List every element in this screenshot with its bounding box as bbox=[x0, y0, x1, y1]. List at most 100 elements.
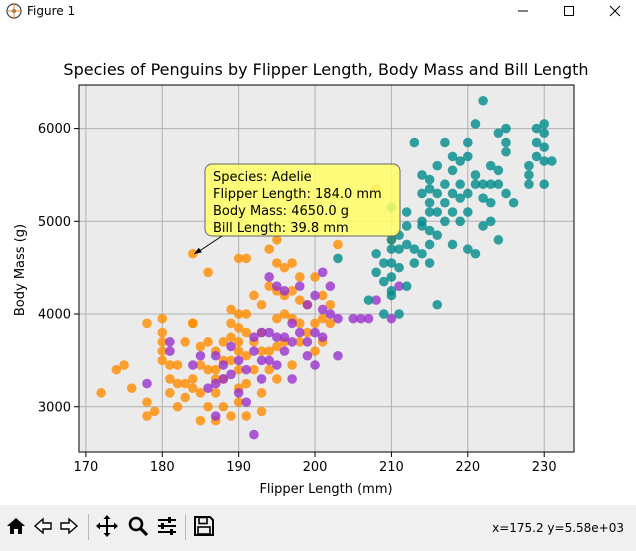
scatter-point[interactable] bbox=[501, 188, 511, 199]
scatter-point[interactable] bbox=[203, 267, 213, 278]
scatter-point[interactable] bbox=[394, 244, 404, 254]
scatter-point[interactable] bbox=[210, 411, 221, 421]
scatter-point[interactable] bbox=[218, 337, 229, 347]
scatter-point[interactable] bbox=[310, 318, 320, 329]
scatter-point[interactable] bbox=[440, 216, 450, 227]
scatter-point[interactable] bbox=[478, 179, 488, 190]
plot-area[interactable] bbox=[79, 85, 574, 452]
scatter-point[interactable] bbox=[302, 350, 313, 361]
scatter-point[interactable] bbox=[317, 313, 328, 324]
scatter-point[interactable] bbox=[233, 364, 244, 375]
scatter-point[interactable] bbox=[333, 253, 343, 264]
scatter-point[interactable] bbox=[409, 244, 420, 254]
scatter-point[interactable] bbox=[256, 355, 267, 366]
scatter-point[interactable] bbox=[249, 364, 259, 375]
scatter-point[interactable] bbox=[203, 364, 213, 375]
scatter-point[interactable] bbox=[172, 378, 183, 389]
scatter-point[interactable] bbox=[241, 253, 252, 264]
scatter-point[interactable] bbox=[226, 411, 236, 421]
scatter-point[interactable] bbox=[241, 327, 252, 338]
forward-button[interactable] bbox=[55, 512, 83, 540]
scatter-point[interactable] bbox=[165, 374, 175, 384]
scatter-point[interactable] bbox=[264, 327, 275, 338]
scatter-point[interactable] bbox=[485, 197, 496, 208]
scatter-point[interactable] bbox=[417, 188, 427, 199]
scatter-point[interactable] bbox=[424, 258, 435, 268]
scatter-point[interactable] bbox=[195, 360, 206, 370]
scatter-point[interactable] bbox=[470, 248, 481, 259]
scatter-point[interactable] bbox=[470, 119, 481, 129]
scatter-point[interactable] bbox=[531, 151, 542, 162]
scatter-point[interactable] bbox=[188, 374, 198, 384]
scatter-point[interactable] bbox=[165, 360, 175, 370]
scatter-point[interactable] bbox=[142, 397, 152, 407]
scatter-point[interactable] bbox=[195, 350, 206, 361]
scatter-point[interactable] bbox=[455, 179, 465, 190]
scatter-point[interactable] bbox=[188, 360, 198, 370]
scatter-point[interactable] bbox=[424, 239, 435, 250]
scatter-point[interactable] bbox=[256, 388, 267, 398]
scatter-point[interactable] bbox=[470, 170, 481, 180]
scatter-point[interactable] bbox=[440, 197, 450, 208]
scatter-point[interactable] bbox=[378, 258, 389, 268]
scatter-point[interactable] bbox=[417, 170, 427, 180]
scatter-point[interactable] bbox=[501, 146, 511, 157]
scatter-point[interactable] bbox=[333, 350, 343, 361]
scatter-point[interactable] bbox=[279, 309, 290, 319]
scatter-point[interactable] bbox=[317, 304, 328, 315]
scatter-point[interactable] bbox=[417, 221, 427, 231]
scatter-point[interactable] bbox=[371, 267, 381, 278]
scatter-point[interactable] bbox=[493, 165, 504, 176]
scatter-point[interactable] bbox=[172, 360, 183, 370]
scatter-point[interactable] bbox=[508, 197, 519, 208]
scatter-point[interactable] bbox=[424, 184, 435, 194]
scatter-point[interactable] bbox=[294, 327, 305, 338]
scatter-point[interactable] bbox=[294, 318, 305, 329]
scatter-point[interactable] bbox=[409, 258, 420, 268]
scatter-point[interactable] bbox=[424, 197, 435, 208]
scatter-point[interactable] bbox=[455, 193, 465, 203]
scatter-point[interactable] bbox=[493, 179, 504, 190]
scatter-point[interactable] bbox=[317, 267, 328, 278]
scatter-point[interactable] bbox=[180, 378, 190, 389]
scatter-point[interactable] bbox=[317, 332, 328, 343]
scatter-point[interactable] bbox=[165, 388, 175, 398]
home-button[interactable] bbox=[2, 512, 30, 540]
scatter-chart[interactable]: 170 180 190 200 210 220 230 3000 4000 5000 6000 Sp… bbox=[0, 22, 636, 505]
scatter-point[interactable] bbox=[157, 327, 168, 338]
scatter-point[interactable] bbox=[287, 318, 297, 329]
scatter-point[interactable] bbox=[157, 337, 168, 347]
scatter-point[interactable] bbox=[463, 244, 473, 254]
scatter-point[interactable] bbox=[325, 281, 336, 292]
scatter-point[interactable] bbox=[302, 299, 313, 310]
scatter-point[interactable] bbox=[279, 332, 290, 343]
scatter-point[interactable] bbox=[203, 401, 213, 412]
scatter-point[interactable] bbox=[218, 360, 229, 370]
scatter-point[interactable] bbox=[371, 248, 381, 259]
scatter-point[interactable] bbox=[310, 327, 320, 338]
scatter-point[interactable] bbox=[264, 364, 275, 375]
scatter-point[interactable] bbox=[226, 318, 236, 329]
scatter-point[interactable] bbox=[294, 272, 305, 282]
scatter-point[interactable] bbox=[264, 355, 275, 366]
scatter-point[interactable] bbox=[302, 327, 313, 338]
scatter-point[interactable] bbox=[218, 401, 229, 412]
save-button[interactable] bbox=[190, 512, 218, 540]
scatter-point[interactable] bbox=[310, 272, 320, 282]
scatter-point[interactable] bbox=[272, 341, 282, 352]
scatter-point[interactable] bbox=[478, 193, 488, 203]
scatter-point[interactable] bbox=[539, 119, 550, 129]
scatter-point[interactable] bbox=[233, 397, 244, 407]
scatter-point[interactable] bbox=[264, 346, 275, 356]
scatter-point[interactable] bbox=[233, 337, 244, 347]
scatter-point[interactable] bbox=[203, 337, 213, 347]
scatter-point[interactable] bbox=[249, 429, 259, 440]
scatter-point[interactable] bbox=[264, 272, 275, 282]
scatter-point[interactable] bbox=[401, 281, 412, 292]
scatter-point[interactable] bbox=[210, 350, 221, 361]
scatter-point[interactable] bbox=[226, 369, 236, 380]
scatter-point[interactable] bbox=[432, 230, 443, 241]
scatter-point[interactable] bbox=[539, 156, 550, 166]
scatter-point[interactable] bbox=[279, 286, 290, 296]
scatter-point[interactable] bbox=[310, 360, 320, 370]
